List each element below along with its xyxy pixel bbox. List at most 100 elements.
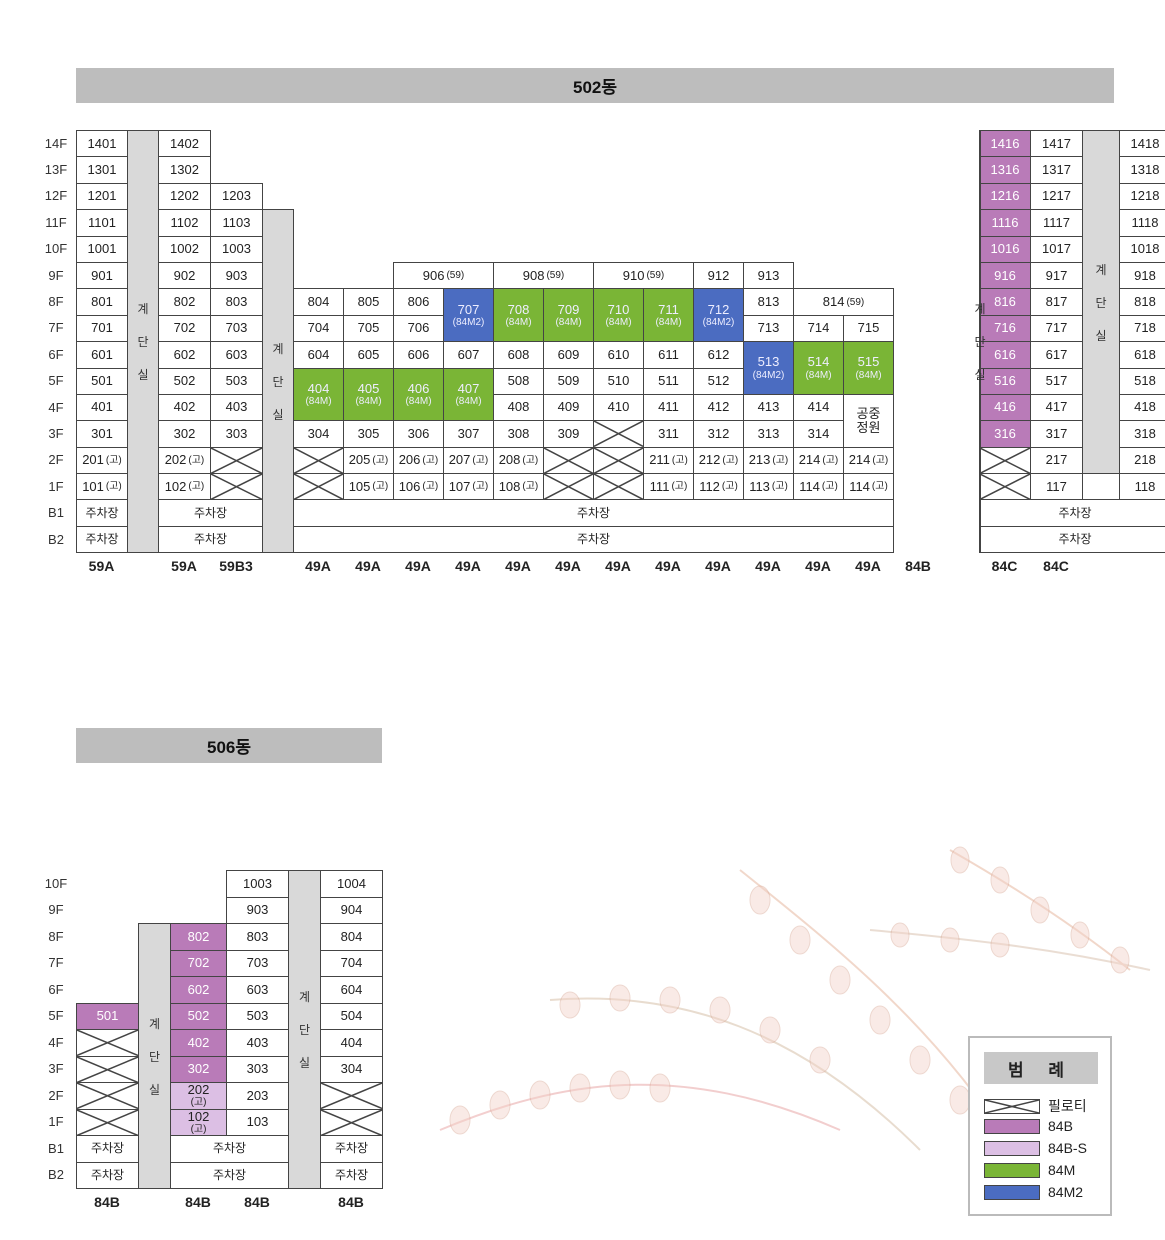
unit-cell: 816 — [979, 288, 1031, 316]
unit-cell: 502 — [170, 1002, 227, 1030]
unit-cell: 1302 — [158, 156, 211, 184]
unit-number: 1001 — [87, 241, 117, 257]
unit-number: 102 — [164, 478, 187, 494]
unit-cell: 602 — [170, 976, 227, 1004]
unit-number: 312 — [707, 425, 730, 441]
piloti-cell — [320, 1108, 383, 1136]
unit-number: 703 — [246, 955, 269, 971]
unit-type-label: 49A — [505, 558, 531, 574]
unit-type-label: 49A — [305, 558, 331, 574]
unit-cell: 1002 — [158, 235, 211, 263]
unit-cell: 518 — [1119, 367, 1165, 395]
legend-box: 범 례 필로티 84B 84B-S 84M 84M2 — [968, 1036, 1112, 1216]
unit-cell: 616 — [979, 341, 1031, 369]
unit-cell: 713 — [743, 314, 794, 343]
unit-cell: 1017 — [1030, 235, 1083, 263]
floor-label: 8F — [48, 294, 64, 310]
unit-number: 1316 — [990, 161, 1020, 177]
piloti-cell — [543, 446, 594, 475]
unit-cell: 603 — [210, 341, 263, 369]
parking-cell: 주차장 — [320, 1135, 383, 1163]
unit-number: 1418 — [1130, 135, 1160, 151]
unit-cell: 913 — [743, 261, 794, 290]
unit-type-label: 59A — [88, 558, 115, 574]
stairwell-label: 실 — [137, 368, 149, 383]
unit-cell: 111 (고) — [643, 473, 694, 501]
parking-cell: 주차장 — [158, 525, 263, 554]
unit-number: 508 — [507, 373, 530, 389]
unit-number: 302 — [187, 1061, 210, 1077]
unit-cell: 711 (84M) — [643, 288, 694, 343]
unit-number: 1417 — [1042, 135, 1071, 151]
unit-number: 1118 — [1131, 214, 1159, 230]
unit-type-note: (59) — [846, 296, 865, 308]
unit-type-note: (고) — [372, 454, 389, 466]
building-506-title-bar: 506동 — [76, 728, 382, 763]
unit-number: 114 — [849, 478, 870, 494]
unit-number: 1216 — [990, 188, 1020, 204]
unit-cell: 818 — [1119, 288, 1165, 316]
floor-label: 5F — [48, 1008, 64, 1024]
legend-item: 84M2 — [984, 1184, 1083, 1200]
unit-cell: 206 (고) — [393, 446, 444, 475]
unit-number: 1217 — [1042, 188, 1071, 204]
unit-cell: 304 — [293, 420, 344, 448]
unit-number: 511 — [658, 373, 679, 389]
unit-cell: 610 — [593, 341, 644, 369]
unit-cell: 618 — [1119, 341, 1165, 369]
unit-type-label: 49A — [805, 558, 831, 574]
unit-cell: 404 — [320, 1029, 383, 1057]
unit-cell: 501 — [76, 1002, 139, 1030]
unit-cell: 311 — [643, 420, 694, 448]
unit-type-note: (고) — [472, 481, 489, 493]
unit-cell: 202 (고) — [170, 1082, 227, 1110]
unit-cell: 916 — [979, 261, 1031, 290]
unit-type-note: (고) — [188, 481, 205, 493]
legend-item: 84B-S — [984, 1140, 1087, 1156]
unit-type-note: (84M) — [455, 396, 482, 408]
unit-cell: 318 — [1119, 420, 1165, 448]
unit-cell: 511 — [643, 367, 694, 395]
unit-cell: 715 — [843, 314, 894, 343]
unit-number: 917 — [1045, 267, 1068, 283]
unit-type-label: 59A — [171, 558, 197, 574]
floor-label: 5F — [48, 373, 64, 389]
unit-cell: 1004 — [320, 870, 383, 898]
unit-cell: 207 (고) — [443, 446, 494, 475]
unit-type-note: (84M2) — [752, 369, 785, 381]
unit-number: 802 — [173, 293, 196, 309]
floor-label: 7F — [48, 955, 64, 971]
unit-number: 908 — [522, 267, 545, 283]
unit-number: 504 — [340, 1008, 363, 1024]
unit-number: 412 — [707, 399, 730, 415]
building-502-title: 502동 — [572, 78, 617, 97]
unit-cell: 912 — [693, 261, 744, 290]
floor-label: B2 — [48, 531, 64, 547]
legend-item: 84B — [984, 1118, 1073, 1134]
unit-number: 316 — [994, 425, 1016, 441]
parking-cell: 주차장 — [320, 1161, 383, 1189]
stairwell-label: 실 — [1095, 328, 1107, 343]
floor-label: 10F — [44, 875, 68, 891]
unit-cell: 1401 — [76, 130, 128, 158]
unit-number: 공중 — [856, 405, 881, 421]
piloti-cell — [979, 473, 1031, 501]
unit-cell: 1116 — [979, 209, 1031, 237]
unit-type-note: (고) — [105, 454, 122, 466]
legend-item: 84M — [984, 1162, 1075, 1178]
unit-type-note: (84M2) — [702, 316, 735, 328]
unit-number: 309 — [557, 425, 580, 441]
parking-cell: 주차장 — [979, 499, 1165, 527]
unit-number: 주차장 — [576, 531, 611, 546]
unit-number: 205 — [348, 452, 371, 468]
unit-number: 106 — [398, 478, 421, 494]
unit-type-note: (고) — [472, 454, 489, 466]
unit-cell: 710 (84M) — [593, 288, 644, 343]
unit-cell: 717 — [1030, 314, 1083, 343]
unit-number: 1117 — [1043, 214, 1070, 230]
stairwell-label: 계 — [974, 302, 986, 317]
unit-cell: 701 — [76, 314, 128, 343]
unit-number: 804 — [340, 928, 363, 944]
unit-cell: 114 (고) — [843, 473, 894, 501]
unit-number: 214 — [798, 452, 821, 468]
